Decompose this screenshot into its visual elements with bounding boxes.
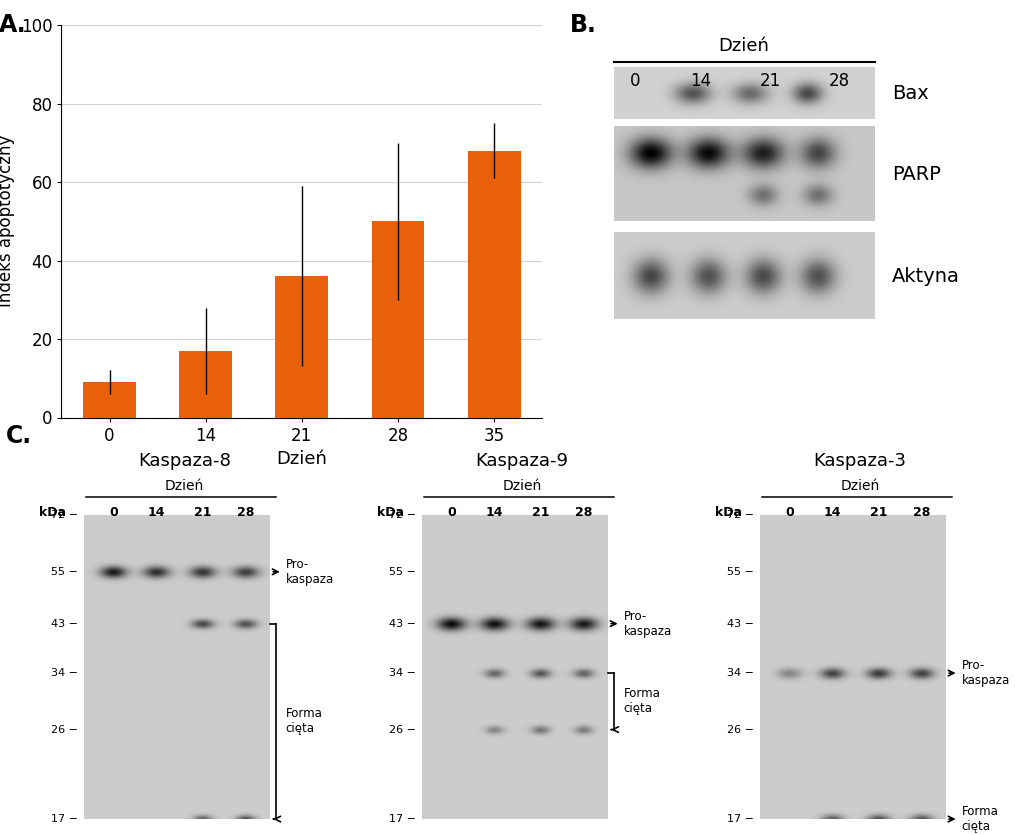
Text: Pro-
kaspaza: Pro- kaspaza <box>962 659 1010 687</box>
Text: 0: 0 <box>785 506 794 519</box>
Text: 0: 0 <box>110 506 118 519</box>
X-axis label: Dzień: Dzień <box>276 450 328 468</box>
Text: Forma
cięta: Forma cięta <box>286 707 323 736</box>
Bar <box>275 276 329 418</box>
Text: 21: 21 <box>869 506 888 519</box>
Text: 55 −: 55 − <box>389 567 416 577</box>
Text: Kaspaza-8: Kaspaza-8 <box>138 453 230 470</box>
Text: 55 −: 55 − <box>51 567 78 577</box>
Text: 34 −: 34 − <box>51 668 78 678</box>
Text: PARP: PARP <box>892 164 941 184</box>
Text: 21: 21 <box>531 506 550 519</box>
Text: 28: 28 <box>575 506 592 519</box>
Text: Pro-
kaspaza: Pro- kaspaza <box>286 558 334 586</box>
Text: 0: 0 <box>630 72 641 90</box>
Text: 28: 28 <box>238 506 254 519</box>
Bar <box>83 382 136 418</box>
Text: 34 −: 34 − <box>389 668 416 678</box>
Text: Aktyna: Aktyna <box>892 266 959 286</box>
Text: A.: A. <box>0 13 27 38</box>
Y-axis label: Indeks apoptotyczny: Indeks apoptotyczny <box>0 135 15 307</box>
Text: 14: 14 <box>147 506 166 519</box>
Bar <box>468 150 520 418</box>
Text: B.: B. <box>570 13 597 38</box>
Text: kDa: kDa <box>377 506 403 519</box>
Text: Kaspaza-9: Kaspaza-9 <box>476 453 568 470</box>
Text: 17 −: 17 − <box>389 814 416 824</box>
Text: C.: C. <box>6 424 33 448</box>
Text: 26 −: 26 − <box>51 725 78 735</box>
Text: Forma
cięta: Forma cięta <box>962 805 998 833</box>
Text: Forma
cięta: Forma cięta <box>624 687 660 716</box>
Text: 26 −: 26 − <box>389 725 416 735</box>
Text: kDa: kDa <box>39 506 66 519</box>
Text: 17 −: 17 − <box>727 814 754 824</box>
Text: 28: 28 <box>913 506 930 519</box>
Text: 14: 14 <box>690 72 711 90</box>
Bar <box>372 221 424 418</box>
Text: Bax: Bax <box>892 84 929 104</box>
Text: 26 −: 26 − <box>727 725 754 735</box>
Text: 72 −: 72 − <box>727 510 754 520</box>
Text: 55 −: 55 − <box>727 567 754 577</box>
Bar <box>179 351 232 418</box>
Text: 0: 0 <box>447 506 456 519</box>
Text: 43 −: 43 − <box>51 619 78 629</box>
Text: 21: 21 <box>194 506 212 519</box>
Text: 72 −: 72 − <box>389 510 416 520</box>
Text: kDa: kDa <box>715 506 741 519</box>
Text: 34 −: 34 − <box>727 668 754 678</box>
Text: Pro-
kaspaza: Pro- kaspaza <box>624 610 672 638</box>
Text: Dzień: Dzień <box>841 479 880 493</box>
Text: Dzień: Dzień <box>165 479 204 493</box>
Text: 43 −: 43 − <box>389 619 416 629</box>
Text: Dzień: Dzień <box>719 37 769 55</box>
Text: 28: 28 <box>829 72 850 90</box>
Text: 72 −: 72 − <box>51 510 78 520</box>
Text: 21: 21 <box>760 72 781 90</box>
Text: 17 −: 17 − <box>51 814 78 824</box>
Text: Dzień: Dzień <box>503 479 542 493</box>
Text: 43 −: 43 − <box>727 619 754 629</box>
Text: Kaspaza-3: Kaspaza-3 <box>814 453 906 470</box>
Text: 14: 14 <box>485 506 504 519</box>
Text: 14: 14 <box>823 506 842 519</box>
